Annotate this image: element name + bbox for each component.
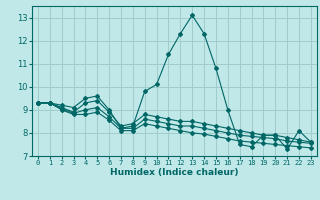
X-axis label: Humidex (Indice chaleur): Humidex (Indice chaleur): [110, 168, 239, 177]
